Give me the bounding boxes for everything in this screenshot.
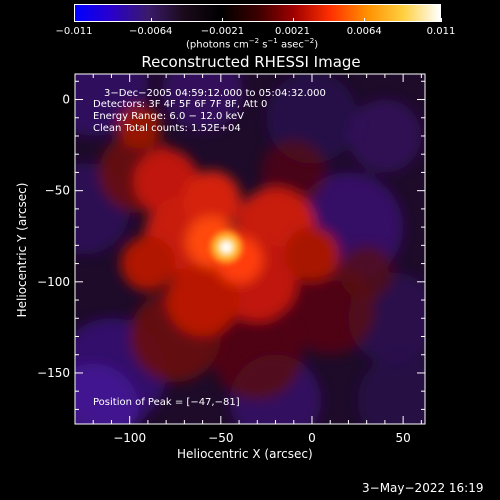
colorbar-tick-mark — [364, 18, 366, 22]
colorbar-tick-mark — [292, 18, 294, 22]
heatmap-plot: −100 −50 0 50 0 −50 −100 −150 — [37, 73, 426, 445]
peak-core — [220, 241, 233, 254]
heatmap-image — [75, 74, 425, 424]
detectors-text: Detectors: 3F 4F 5F 6F 7F 8F, Att 0 — [93, 99, 268, 110]
colorbar-tick-label: 0.011 — [426, 26, 456, 37]
chart-title: Reconstructed RHESSI Image — [141, 53, 361, 71]
colorbar-tick-label: −0.0021 — [200, 26, 245, 37]
colorbar-tick-mark — [222, 18, 224, 22]
energy-range-text: Energy Range: 6.0 − 12.0 keV — [93, 111, 244, 122]
plot-frame — [74, 73, 426, 425]
x-tick-label: −100 — [113, 431, 146, 445]
colorbar-tick-label: −0.011 — [55, 26, 93, 37]
x-tick-label: 50 — [395, 431, 410, 445]
colorbar — [74, 4, 441, 22]
colorbar-tick-mark — [441, 18, 442, 22]
clean-counts-text: Clean Total counts: 1.52E+04 — [93, 123, 241, 134]
colorbar-tick-mark — [150, 18, 152, 22]
colorbar-tick-label: −0.0064 — [129, 26, 173, 37]
y-tick-label: 0 — [62, 93, 70, 107]
y-tick-label: −150 — [37, 366, 70, 380]
colorbar-tick-label: 0.0064 — [346, 26, 382, 37]
x-axis-label: Heliocentric X (arcsec) — [177, 447, 313, 461]
x-tick-label: 0 — [308, 431, 316, 445]
colorbar-tick-label: 0.0021 — [275, 26, 311, 37]
colorbar-units: (photons cm−2 s−1 asec−2) — [186, 37, 319, 51]
x-tick-label: −50 — [208, 431, 233, 445]
peak-position-text: Position of Peak = [−47,−81] — [93, 397, 240, 408]
y-axis-label: Heliocentric Y (arcsec) — [15, 182, 29, 318]
generation-date: 3−May−2022 16:19 — [362, 481, 484, 495]
y-tick-label: −50 — [45, 184, 70, 198]
colorbar-gradient — [75, 5, 440, 21]
colorbar-tick-mark — [74, 18, 75, 22]
y-tick-label: −100 — [37, 275, 70, 289]
time-range-text: 3−Dec−2005 04:59:12.000 to 05:04:32.000 — [104, 88, 326, 99]
axes: −100 −50 0 50 0 −50 −100 −150 — [37, 73, 426, 445]
